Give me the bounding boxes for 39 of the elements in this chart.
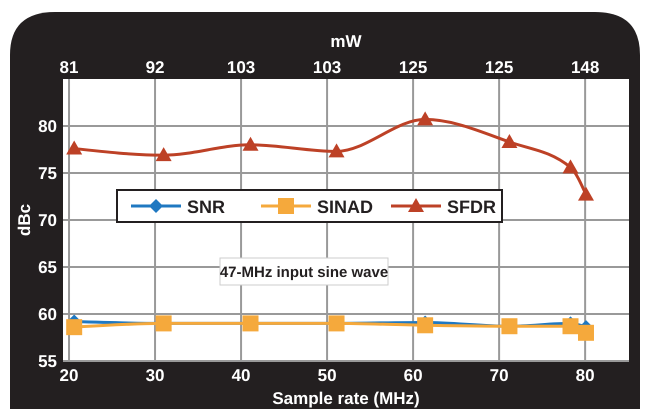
x-tick-label: 20 — [60, 366, 78, 385]
legend-label: SINAD — [317, 197, 374, 217]
legend-label: SFDR — [447, 197, 496, 217]
y-tick-label: 65 — [38, 258, 57, 277]
y-tick-label: 55 — [38, 352, 57, 371]
y-tick-label: 60 — [38, 305, 57, 324]
point — [417, 317, 434, 334]
text: 125 — [484, 58, 514, 77]
text: 125 — [398, 58, 428, 77]
y-axis-title: dBc — [15, 204, 34, 236]
y-tick-label: 75 — [38, 164, 57, 183]
point — [562, 159, 579, 174]
point — [501, 134, 518, 148]
point — [66, 140, 82, 155]
point — [578, 186, 594, 201]
text: 148 — [570, 58, 600, 77]
x2-axis-title: mW — [330, 32, 363, 51]
y-tick-label: 70 — [38, 211, 57, 230]
text: 103 — [226, 58, 256, 77]
x-axis-title: Sample rate (MHz) — [272, 389, 420, 408]
point — [417, 111, 434, 126]
point — [66, 319, 82, 336]
point — [156, 147, 172, 162]
legend-label: SNR — [187, 197, 226, 217]
x-tick-label: 60 — [404, 366, 423, 385]
point — [242, 136, 259, 151]
point — [328, 143, 345, 158]
point — [562, 318, 579, 334]
text: 92 — [146, 58, 164, 77]
annotation: 47-MHz input sine wave — [220, 264, 388, 281]
x-tick-label: 80 — [576, 366, 595, 385]
x-tick-label: 40 — [232, 366, 251, 385]
point — [578, 324, 594, 341]
text: 103 — [312, 58, 342, 77]
x-tick-label: 30 — [146, 366, 164, 385]
x-tick-label: 70 — [490, 366, 509, 385]
text: 81 — [60, 58, 78, 77]
x-tick-label: 50 — [318, 366, 337, 385]
y-tick-label: 80 — [38, 117, 57, 136]
